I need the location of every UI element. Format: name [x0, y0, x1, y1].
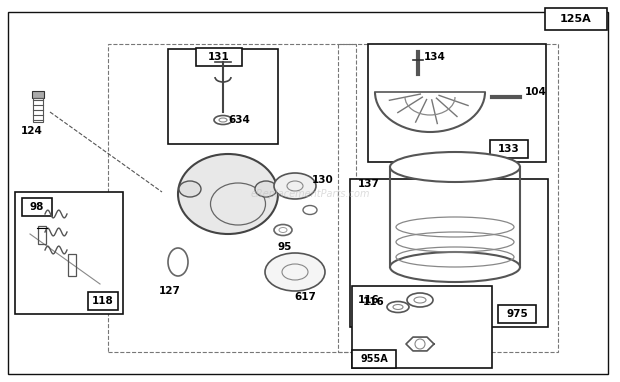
Bar — [350, 179, 548, 327]
Text: 104: 104 — [525, 87, 547, 97]
Text: 955A: 955A — [360, 354, 388, 364]
Bar — [368, 44, 546, 162]
Text: 617: 617 — [294, 292, 316, 302]
Text: 98: 98 — [30, 202, 44, 212]
Bar — [38, 226, 46, 244]
Text: 134: 134 — [424, 52, 446, 62]
Bar — [33, 98, 43, 122]
Bar — [338, 44, 558, 352]
Text: 116: 116 — [358, 295, 379, 305]
Bar — [168, 49, 278, 144]
Text: 137: 137 — [358, 179, 380, 189]
Bar — [32, 91, 44, 98]
Text: 95: 95 — [278, 242, 292, 252]
Text: 130: 130 — [312, 175, 334, 185]
Ellipse shape — [274, 173, 316, 199]
Text: 634: 634 — [228, 115, 250, 125]
Text: 124: 124 — [21, 126, 43, 136]
Ellipse shape — [265, 253, 325, 291]
Text: 127: 127 — [159, 286, 181, 296]
Ellipse shape — [179, 181, 201, 197]
Bar — [15, 192, 123, 314]
Bar — [108, 44, 356, 352]
Text: 975: 975 — [506, 309, 528, 319]
Bar — [352, 286, 492, 368]
Bar — [352, 350, 396, 368]
Text: 116: 116 — [363, 297, 385, 307]
Bar — [545, 8, 607, 30]
Ellipse shape — [390, 152, 520, 182]
Text: eReplacementParts.com: eReplacementParts.com — [250, 189, 370, 199]
Bar — [196, 48, 242, 66]
Text: 133: 133 — [498, 144, 520, 154]
Ellipse shape — [390, 252, 520, 282]
Bar — [22, 198, 52, 216]
Bar — [88, 292, 118, 310]
Text: 131: 131 — [208, 52, 230, 62]
Text: 118: 118 — [92, 296, 114, 306]
Text: 125A: 125A — [560, 14, 592, 24]
Ellipse shape — [178, 154, 278, 234]
Bar — [498, 305, 536, 323]
Ellipse shape — [255, 181, 277, 197]
Bar — [490, 140, 528, 158]
Bar — [68, 254, 76, 276]
